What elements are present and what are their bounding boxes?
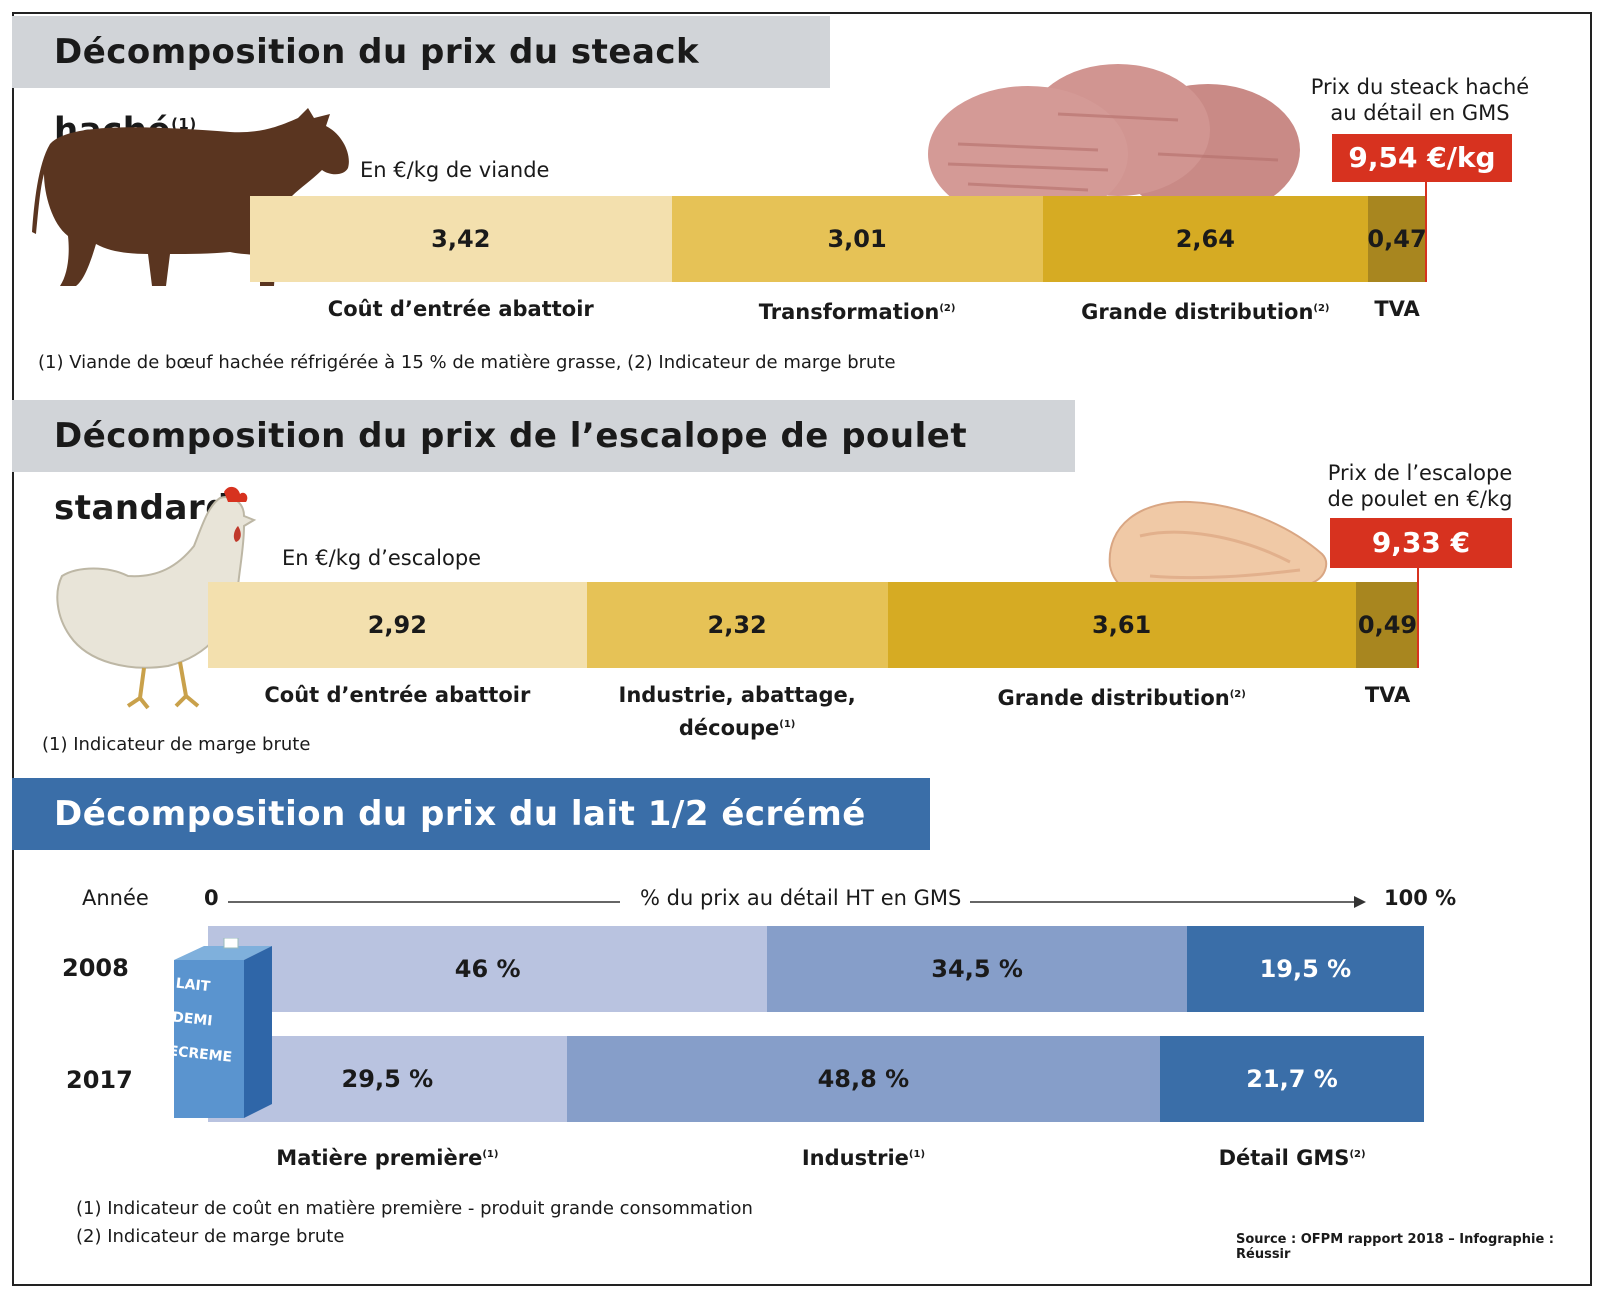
lait-2008-value-label-2: 34,5 % [931,955,1023,983]
lait-footnote-2: (2) Indicateur de marge brute [76,1226,345,1247]
steak-category-text-1-1: Coût d’entrée abattoir [327,297,594,321]
steak-value-label-4: 0,47 [1367,225,1427,253]
lait-category-text-1-1: Matière première(1) [276,1146,499,1170]
steak-segment-2: 3,01 [671,196,1043,282]
poulet-bar: 2,92 2,32 3,61 0,49 [208,582,1420,668]
steak-footnote: (1) Viande de bœuf hachée réfrigérée à 1… [38,352,896,373]
steak-unit-label: En €/kg de viande [360,158,550,182]
poulet-category-label-2: Industrie, abattage, découpe(1) [619,680,856,743]
escalope-illustration [1108,500,1328,610]
infographic-frame [12,12,1592,1286]
poulet-category-label-4: TVA [1365,680,1410,710]
lait-2008-segment-3: 19,5 % [1186,926,1424,1012]
poulet-category-text-1-1: Coût d’entrée abattoir [264,683,531,707]
steak-category-label-2: Transformation(2) [759,294,956,327]
lait-2008-segment-1: 46 % [208,926,768,1012]
steak-header: Décomposition du prix du steack haché(1) [12,16,830,150]
poulet-value-label-2: 2,32 [707,611,767,639]
lait-2008-segment-2: 34,5 % [767,926,1187,1012]
steak-category-note-2: (2) [939,303,956,314]
steak-price-marker [1425,180,1427,282]
steak-title-note: (1) [171,115,197,133]
steak-price-label: Prix du steack haché au détail en GMS [1300,74,1540,126]
poulet-category-text-2-2: découpe(1) [678,716,796,740]
poulet-category-text-3-1: Grande distribution(2) [997,686,1246,710]
steak-value-label-3: 2,64 [1175,225,1235,253]
milk-carton-text-line3: ECREME [167,1043,233,1066]
poulet-category-label-3: Grande distribution(2) [997,680,1245,713]
poulet-price-label-line2: de poulet en €/kg [1327,487,1513,511]
poulet-segment-4: 0,49 [1355,582,1420,668]
poulet-segment-1: 2,92 [208,582,587,668]
steak-segment-4: 0,47 [1367,196,1427,282]
milk-carton-text: LAIT DEMI ECREME [167,967,247,1076]
lait-bar-2017: 29,5 % 48,8 % 21,7 % [208,1036,1424,1122]
lait-category-note-3: (2) [1349,1149,1366,1160]
lait-category-text-2-1: Industrie(1) [801,1146,926,1170]
lait-category-note-2: (1) [908,1149,926,1160]
lait-year-2008: 2008 [62,954,129,982]
steak-category-label-1: Coût d’entrée abattoir [328,294,594,324]
poulet-value-label-4: 0,49 [1357,611,1418,639]
lait-year-header: Année [82,886,149,910]
lait-bar-2008: 46 % 34,5 % 19,5 % [208,926,1424,1012]
steak-value-label-2: 3,01 [827,225,887,253]
steak-price-label-line1: Prix du steack haché [1310,75,1530,99]
poulet-category-label-1: Coût d’entrée abattoir [264,680,530,710]
poulet-price-label-line1: Prix de l’escalope [1327,461,1513,485]
steak-category-text-4-1: TVA [1374,297,1420,321]
steak-category-note-3: (2) [1313,303,1330,314]
lait-2008-value-label-3: 19,5 % [1259,955,1352,983]
lait-2017-value-label-2: 48,8 % [817,1065,910,1093]
poulet-category-text-4-1: TVA [1364,683,1411,707]
poulet-category-note-2: (1) [779,719,796,730]
lait-2017-value-label-1: 29,5 % [341,1065,434,1093]
steak-category-text-2-1: Transformation(2) [758,300,956,324]
lait-axis-arrow [228,896,1366,908]
poulet-title: Décomposition du prix de l’escalope de p… [54,416,968,528]
steak-patties-illustration [928,64,1300,222]
poulet-value-label-1: 2,92 [367,611,427,639]
poulet-category-text-2-1: Industrie, abattage, [618,683,856,707]
poulet-price-box: 9,33 € [1330,518,1512,568]
poulet-header: Décomposition du prix de l’escalope de p… [12,400,1075,528]
lait-axis-start: 0 [204,886,219,910]
steak-segment-3: 2,64 [1042,196,1369,282]
steak-category-label-4: TVA [1374,294,1419,324]
lait-category-label-3: Détail GMS(2) [1219,1140,1366,1173]
poulet-segment-3: 3,61 [887,582,1356,668]
poulet-value-label-3: 3,61 [1092,611,1152,639]
steak-bar: 3,42 3,01 2,64 0,47 [250,196,1427,282]
lait-title: Décomposition du prix du lait 1/2 écrémé… [54,794,866,906]
lait-category-note-1: (1) [482,1149,499,1160]
poulet-segment-2: 2,32 [586,582,888,668]
lait-category-text-3-1: Détail GMS(2) [1218,1146,1366,1170]
lait-year-2017: 2017 [66,1066,133,1094]
lait-2008-value-label-1: 46 % [454,955,521,983]
chicken-illustration [56,486,257,710]
lait-footnote-1: (1) Indicateur de coût en matière premiè… [76,1198,753,1219]
poulet-price-marker [1417,566,1419,668]
lait-category-label-2: Industrie(1) [802,1140,925,1173]
lait-axis-end: 100 % [1384,886,1457,910]
source-credit: Source : OFPM rapport 2018 – Infographie… [1236,1232,1554,1262]
lait-2017-segment-3: 21,7 % [1160,1036,1424,1122]
poulet-price-label: Prix de l’escalope de poulet en €/kg [1300,460,1540,512]
steak-price-box: 9,54 €/kg [1332,134,1512,182]
poulet-unit-label: En €/kg d’escalope [282,546,482,570]
lait-header: Décomposition du prix du lait 1/2 écrémé… [12,778,930,906]
steak-category-label-3: Grande distribution(2) [1081,294,1329,327]
lait-2017-segment-2: 48,8 % [566,1036,1161,1122]
steak-value-label-1: 3,42 [431,225,491,253]
milk-carton-illustration [174,938,272,1118]
lait-axis-label: % du prix au détail HT en GMS [640,886,962,910]
steak-price-label-line2: au détail en GMS [1330,101,1510,125]
lait-category-label-1: Matière première(1) [276,1140,498,1173]
poulet-footnote: (1) Indicateur de marge brute [42,734,311,755]
poulet-category-note-3: (2) [1229,689,1246,700]
lait-2017-value-label-3: 21,7 % [1246,1065,1338,1093]
steak-category-text-3-1: Grande distribution(2) [1081,300,1330,324]
steak-segment-1: 3,42 [250,196,672,282]
